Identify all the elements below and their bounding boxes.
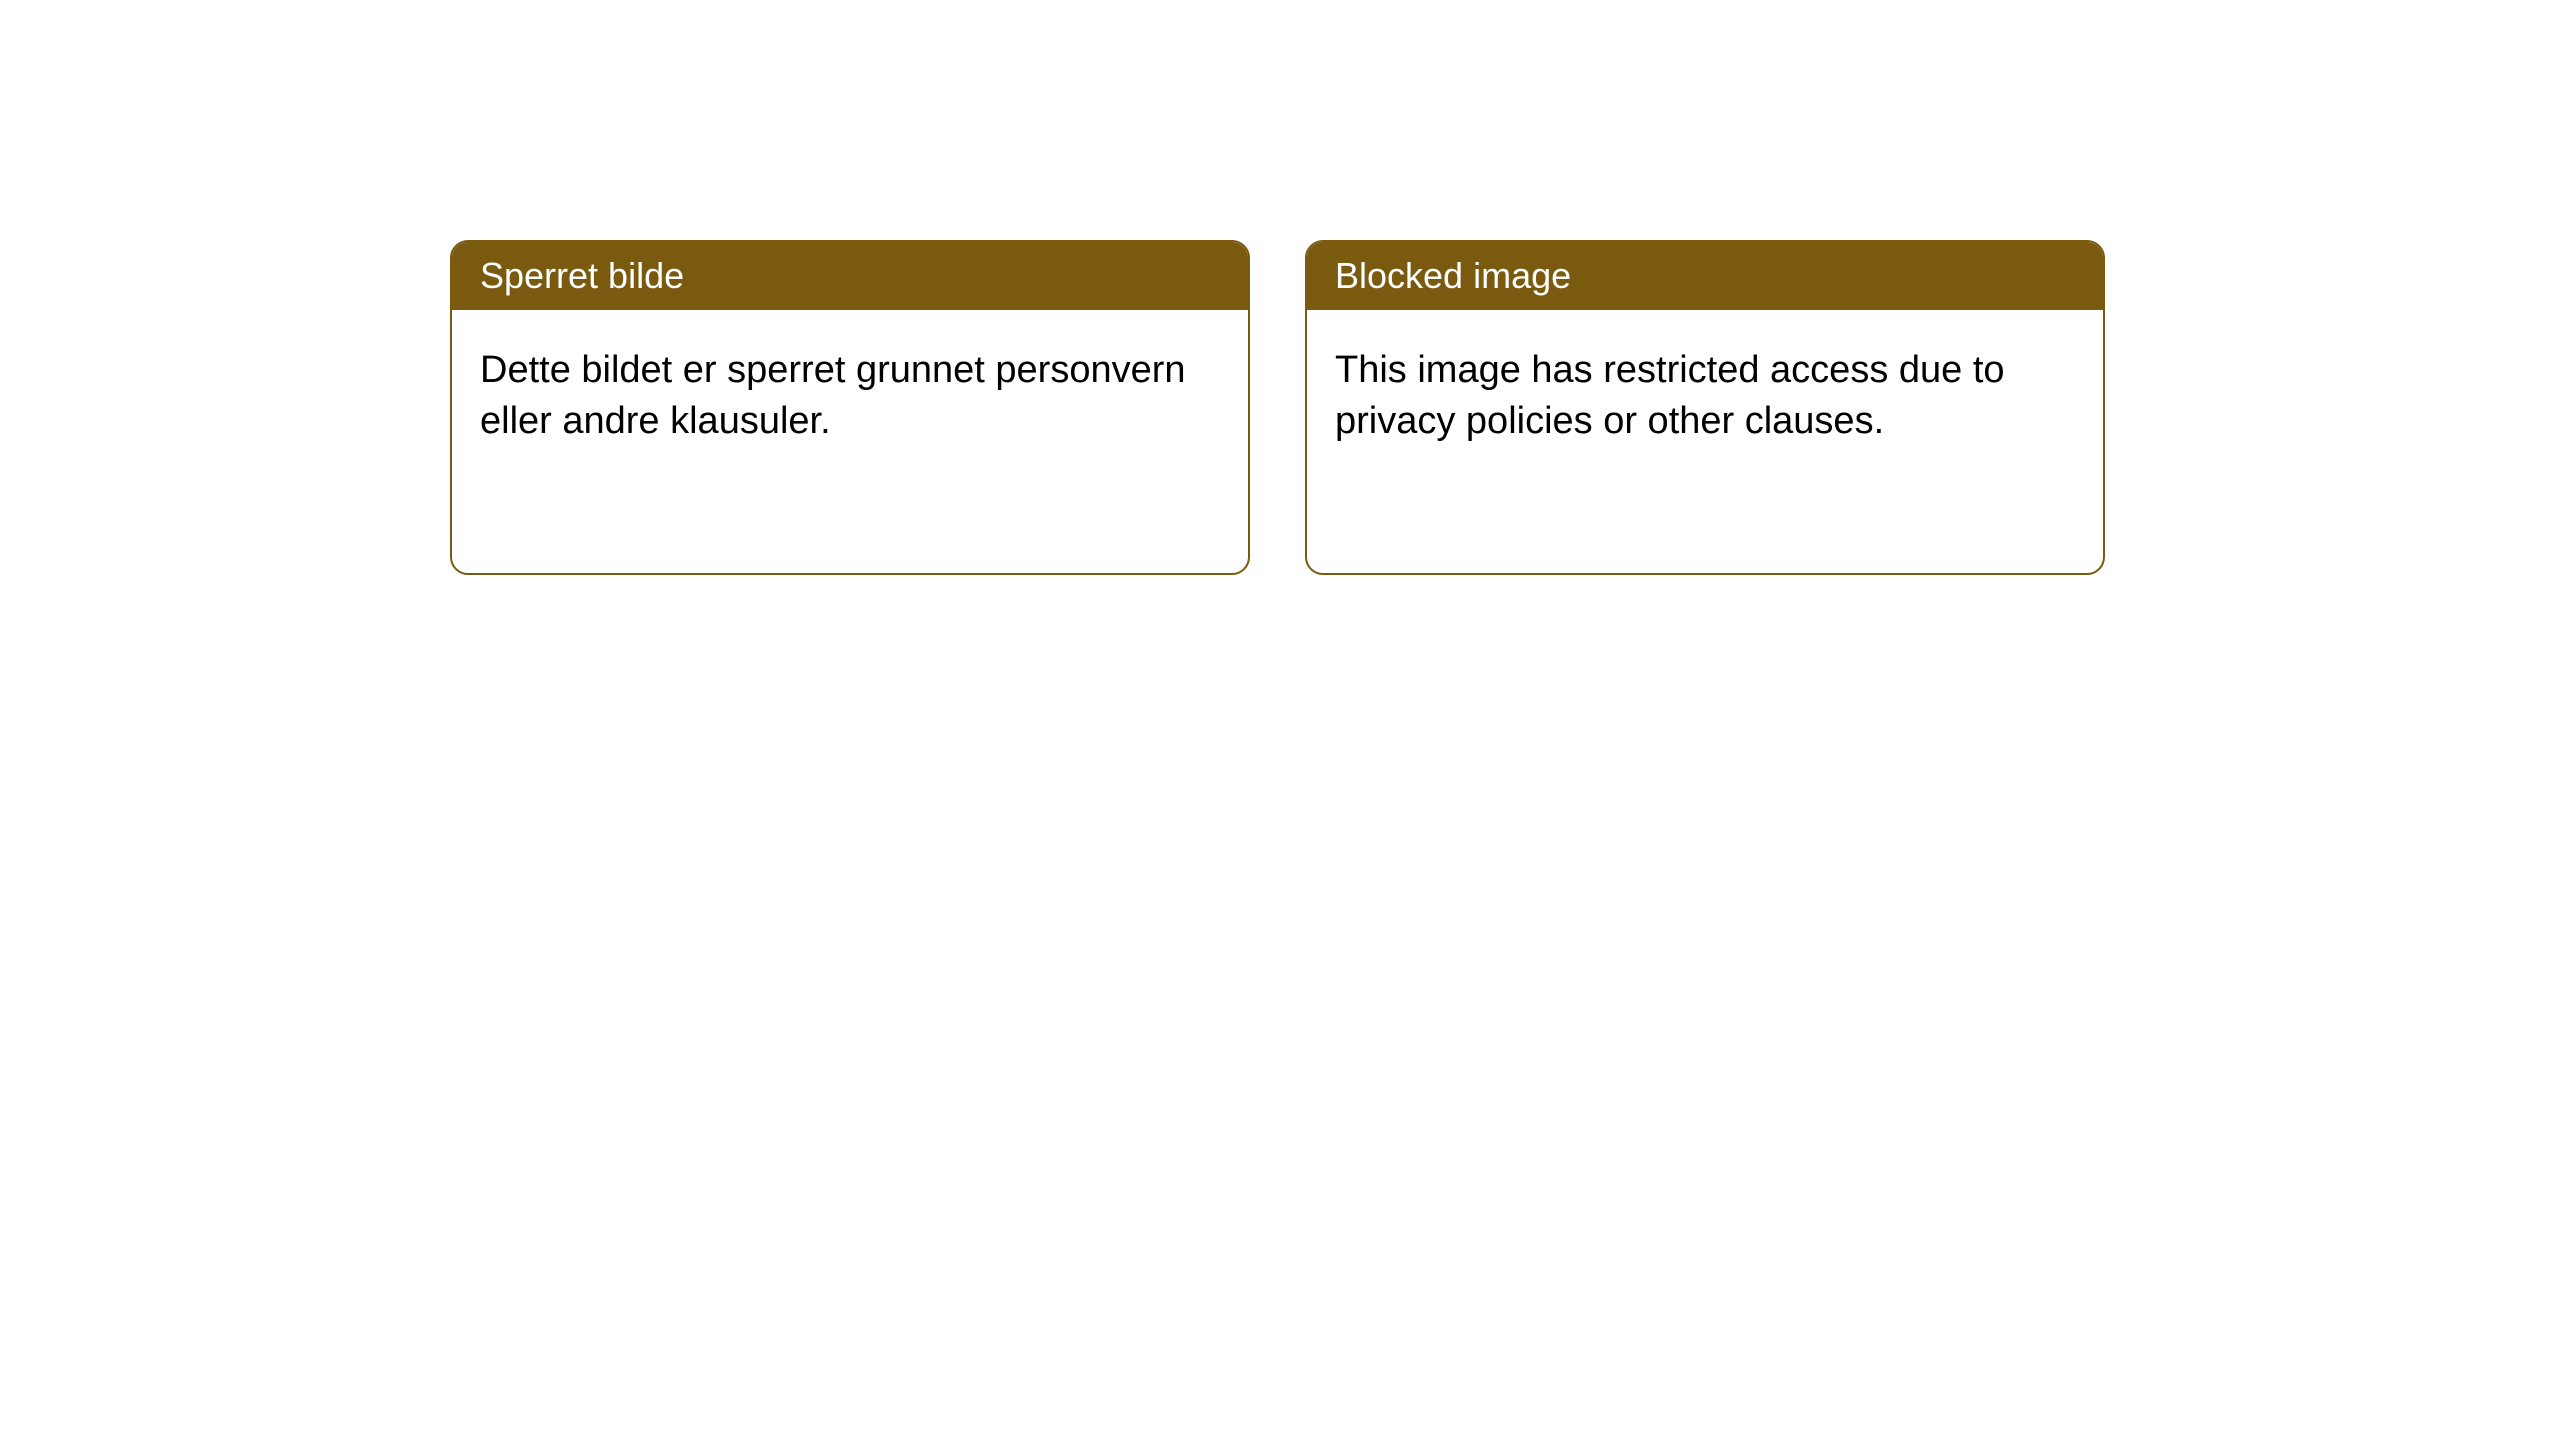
card-body-text: Dette bildet er sperret grunnet personve…: [480, 349, 1186, 442]
card-body-text: This image has restricted access due to …: [1335, 349, 2005, 442]
card-title: Blocked image: [1335, 255, 1571, 296]
card-header: Sperret bilde: [452, 242, 1248, 310]
notice-card-english: Blocked image This image has restricted …: [1305, 240, 2105, 575]
notice-cards-container: Sperret bilde Dette bildet er sperret gr…: [450, 240, 2105, 575]
card-body: Dette bildet er sperret grunnet personve…: [452, 310, 1248, 483]
card-header: Blocked image: [1307, 242, 2103, 310]
notice-card-norwegian: Sperret bilde Dette bildet er sperret gr…: [450, 240, 1250, 575]
card-title: Sperret bilde: [480, 255, 684, 296]
card-body: This image has restricted access due to …: [1307, 310, 2103, 483]
